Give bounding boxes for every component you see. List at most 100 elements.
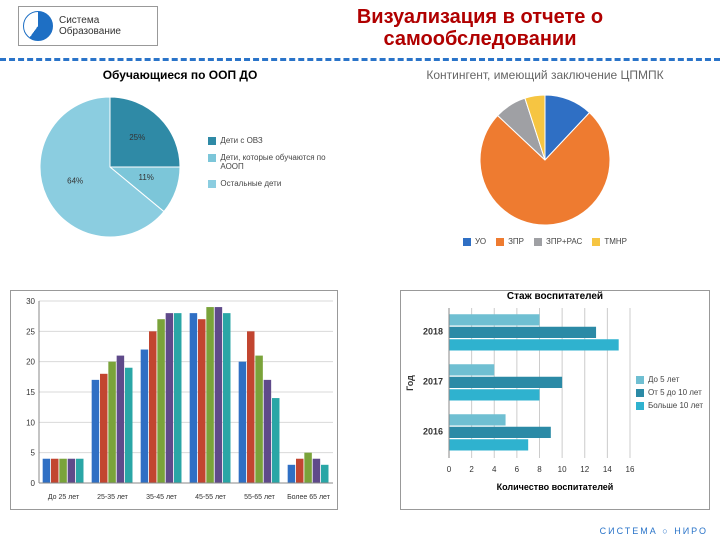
legend-item: ЗПР+РАС xyxy=(534,237,582,246)
hbar xyxy=(449,314,540,325)
hbar-legend: До 5 лет От 5 до 10 лет Больше 10 лет xyxy=(636,302,703,482)
hbar xyxy=(449,327,596,338)
x-tick: 8 xyxy=(537,465,542,474)
y-tick: 10 xyxy=(26,418,35,427)
chart-pie1: Обучающиеся по ООП ДО 25% 11% 64% Дети с О… xyxy=(10,68,350,248)
hbar-xaxis-label: Количество воспитателей xyxy=(401,482,709,492)
logo-line1: Система xyxy=(59,15,121,26)
legend-item: Дети, которые обучаются по АООП xyxy=(208,153,350,171)
bar xyxy=(108,362,115,483)
legend-item: До 5 лет xyxy=(636,375,703,384)
pie2-title: Контингент, имеющий заключение ЦПМПК xyxy=(380,68,710,82)
bar xyxy=(117,356,124,483)
bar xyxy=(304,453,311,483)
legend-item: Дети с ОВЗ xyxy=(208,136,350,145)
x-tick: 55-65 лет xyxy=(244,494,276,501)
hbar xyxy=(449,377,562,388)
y-tick: 20 xyxy=(26,358,35,367)
x-tick: 12 xyxy=(580,465,589,474)
y-tick: 15 xyxy=(26,388,35,397)
pie2-legend: УО ЗПР ЗПР+РАС ТМНР xyxy=(380,237,710,246)
legend-swatch xyxy=(592,238,600,246)
x-tick: 14 xyxy=(603,465,612,474)
legend-swatch xyxy=(534,238,542,246)
legend-swatch xyxy=(496,238,504,246)
bar xyxy=(125,368,132,483)
legend-item: УО xyxy=(463,237,486,246)
bar xyxy=(51,459,58,483)
chart-bars: 051015202530До 25 лет25-35 лет35-45 лет4… xyxy=(10,290,338,510)
hbar-svg: 0246810121416201820172016Год xyxy=(401,302,636,482)
legend-item: ЗПР xyxy=(496,237,524,246)
slide-title: Визуализация в отчете о самообследовании xyxy=(260,6,700,50)
bar xyxy=(255,356,262,483)
legend-swatch xyxy=(208,137,216,145)
legend-label: Больше 10 лет xyxy=(648,401,703,410)
pie1-svg: 25% 11% 64% xyxy=(10,82,208,242)
bar xyxy=(247,331,254,483)
bar xyxy=(313,459,320,483)
bar xyxy=(149,331,156,483)
x-tick: 6 xyxy=(515,465,520,474)
bar xyxy=(264,380,271,483)
legend-item: ТМНР xyxy=(592,237,627,246)
pie-slice-label: 25% xyxy=(129,133,145,142)
bars-svg: 051015202530До 25 лет25-35 лет35-45 лет4… xyxy=(11,291,339,511)
bar xyxy=(288,465,295,483)
x-tick: 45-55 лет xyxy=(195,494,227,501)
legend-label: УО xyxy=(475,237,486,246)
legend-swatch xyxy=(208,180,216,188)
bar xyxy=(215,307,222,483)
bar xyxy=(92,380,99,483)
bar xyxy=(141,350,148,483)
legend-swatch xyxy=(636,376,644,384)
legend-label: Дети с ОВЗ xyxy=(220,136,262,145)
legend-label: Остальные дети xyxy=(220,179,281,188)
logo-icon xyxy=(23,11,53,41)
hbar xyxy=(449,339,619,350)
pie-slice-label: 64% xyxy=(67,176,83,185)
x-tick: 35-45 лет xyxy=(146,494,178,501)
legend-label: ЗПР xyxy=(508,237,524,246)
hbar xyxy=(449,439,528,450)
pie1-title: Обучающиеся по ООП ДО xyxy=(10,68,350,82)
divider xyxy=(0,58,720,61)
y-tick: 2017 xyxy=(423,376,443,386)
y-tick: 5 xyxy=(31,449,36,458)
bar xyxy=(100,374,107,483)
x-tick: До 25 лет xyxy=(48,494,80,501)
legend-item: От 5 до 10 лет xyxy=(636,388,703,397)
bar xyxy=(157,319,164,483)
y-axis-label: Год xyxy=(405,375,415,391)
bar xyxy=(239,362,246,483)
bar xyxy=(198,319,205,483)
legend-label: От 5 до 10 лет xyxy=(648,388,702,397)
hbar xyxy=(449,414,506,425)
chart-pie2: Контингент, имеющий заключение ЦПМПК УО З… xyxy=(380,68,710,268)
legend-swatch xyxy=(463,238,471,246)
bar xyxy=(296,459,303,483)
legend-swatch xyxy=(636,389,644,397)
title-line2: самообследовании xyxy=(384,28,577,50)
chart-hbar: Стаж воспитателей 0246810121416201820172… xyxy=(400,290,710,510)
bar xyxy=(43,459,50,483)
x-tick: Более 65 лет xyxy=(287,494,331,501)
legend-item: Остальные дети xyxy=(208,179,350,188)
hbar xyxy=(449,389,540,400)
x-tick: 0 xyxy=(447,465,452,474)
title-line1: Визуализация в отчете о xyxy=(357,6,603,28)
legend-label: ЗПР+РАС xyxy=(546,237,582,246)
hbar xyxy=(449,364,494,375)
bar xyxy=(190,313,197,483)
bar xyxy=(59,459,66,483)
x-tick: 16 xyxy=(626,465,635,474)
bar xyxy=(68,459,75,483)
legend-item: Больше 10 лет xyxy=(636,401,703,410)
bar xyxy=(174,313,181,483)
bar xyxy=(272,398,279,483)
y-tick: 25 xyxy=(26,327,35,336)
logo-text: Система Образование xyxy=(59,15,121,37)
logo-line2: Образование xyxy=(59,26,121,37)
logo: Система Образование xyxy=(18,6,158,46)
pie-slice-label: 11% xyxy=(139,173,154,182)
